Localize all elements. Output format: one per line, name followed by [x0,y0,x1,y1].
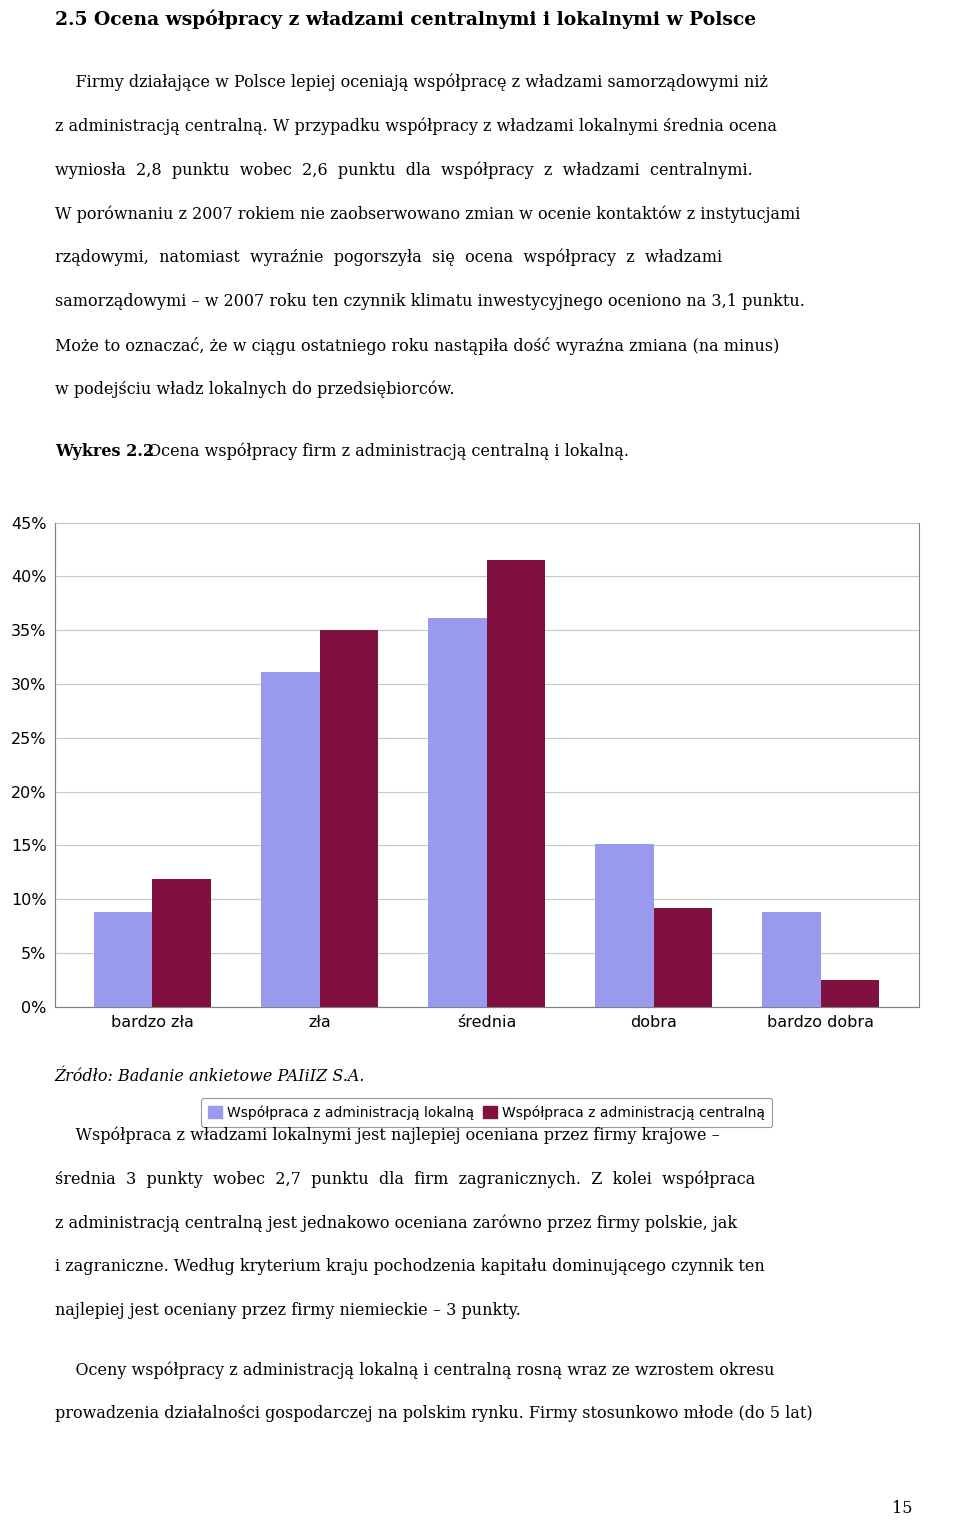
Text: Wykres 2.2: Wykres 2.2 [55,443,154,460]
Text: W porównaniu z 2007 rokiem nie zaobserwowano zmian w ocenie kontaktów z instytuc: W porównaniu z 2007 rokiem nie zaobserwo… [55,206,800,223]
Bar [762,911,821,1007]
Legend: Współpraca z administracją lokalną, Współpraca z administracją centralną: Współpraca z administracją lokalną, Wspó… [201,1099,773,1127]
Bar [261,672,320,1007]
Text: z administracją centralną. W przypadku współpracy z władzami lokalnymi średnia o: z administracją centralną. W przypadku w… [55,117,777,135]
Text: Ocena współpracy firm z administracją centralną i lokalną.: Ocena współpracy firm z administracją ce… [143,443,629,460]
Bar [487,561,545,1007]
Bar [428,618,487,1007]
Bar [654,908,712,1007]
Text: Współpraca z władzami lokalnymi jest najlepiej oceniana przez firmy krajowe –: Współpraca z władzami lokalnymi jest naj… [55,1127,719,1144]
Text: Źródło: Badanie ankietowe PAIiIZ S.A.: Źródło: Badanie ankietowe PAIiIZ S.A. [55,1068,365,1085]
Bar [595,844,654,1007]
Bar [320,630,378,1007]
Bar [153,879,211,1007]
Text: i zagraniczne. Według kryterium kraju pochodzenia kapitału dominującego czynnik : i zagraniczne. Według kryterium kraju po… [55,1257,764,1276]
Text: 15: 15 [892,1500,912,1517]
Text: samorządowymi – w 2007 roku ten czynnik klimatu inwestycyjnego oceniono na 3,1 p: samorządowymi – w 2007 roku ten czynnik … [55,292,804,310]
Bar [821,981,879,1007]
Text: Oceny współpracy z administracją lokalną i centralną rosną wraz ze wzrostem okre: Oceny współpracy z administracją lokalną… [55,1362,774,1379]
Bar [94,911,153,1007]
Text: najlepiej jest oceniany przez firmy niemieckie – 3 punkty.: najlepiej jest oceniany przez firmy niem… [55,1302,520,1319]
Text: Firmy działające w Polsce lepiej oceniają współpracę z władzami samorządowymi ni: Firmy działające w Polsce lepiej oceniaj… [55,74,768,91]
Text: w podejściu władz lokalnych do przedsiębiorców.: w podejściu władz lokalnych do przedsięb… [55,380,454,398]
Text: prowadzenia działalności gospodarczej na polskim rynku. Firmy stosunkowo młode (: prowadzenia działalności gospodarczej na… [55,1405,812,1422]
Text: rządowymi,  natomiast  wyraźnie  pogorszyła  się  ocena  współpracy  z  władzami: rządowymi, natomiast wyraźnie pogorszyła… [55,249,722,266]
Text: Może to oznaczać, że w ciągu ostatniego roku nastąpiła dość wyraźna zmiana (na m: Może to oznaczać, że w ciągu ostatniego … [55,337,780,355]
Text: 2.5 Ocena współpracy z władzami centralnymi i lokalnymi w Polsce: 2.5 Ocena współpracy z władzami centraln… [55,9,756,29]
Text: z administracją centralną jest jednakowo oceniana zarówno przez firmy polskie, j: z administracją centralną jest jednakowo… [55,1214,737,1231]
Text: średnia  3  punkty  wobec  2,7  punktu  dla  firm  zagranicznych.  Z  kolei  wsp: średnia 3 punkty wobec 2,7 punktu dla fi… [55,1171,755,1188]
Text: wyniosła  2,8  punktu  wobec  2,6  punktu  dla  współpracy  z  władzami  central: wyniosła 2,8 punktu wobec 2,6 punktu dla… [55,161,753,178]
